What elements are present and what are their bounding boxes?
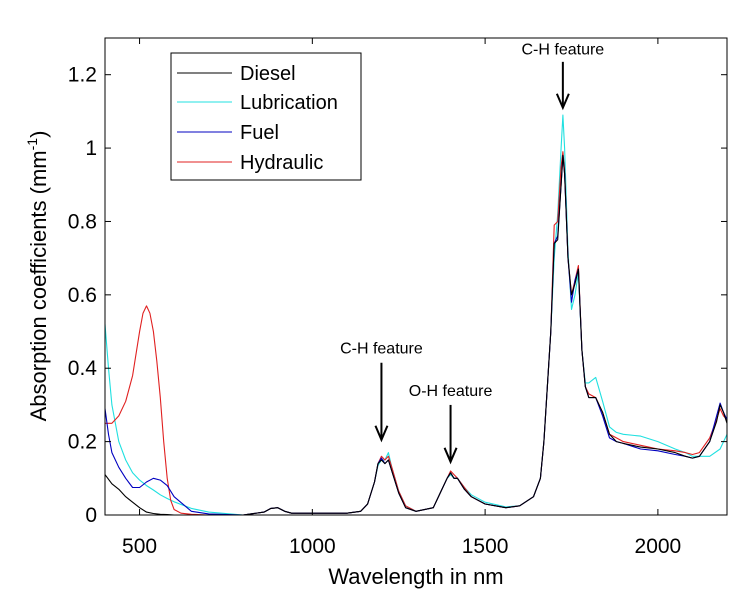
y-axis-title-exponent: -1 — [24, 138, 40, 151]
x-tick-label: 1000 — [289, 535, 336, 558]
annotation-layer: C-H feature O-H feature C-H feature — [340, 42, 605, 465]
annotation-arrow-head — [374, 425, 389, 443]
legend-label-lubrication: Lubrication — [240, 92, 338, 114]
legend-label-diesel: Diesel — [240, 63, 296, 85]
x-tick-label: 1500 — [462, 535, 509, 558]
y-tick-label: 1 — [85, 137, 97, 160]
legend-label-hydraulic: Hydraulic — [240, 152, 323, 174]
legend-box — [170, 52, 362, 181]
x-axis-title: Wavelength in nm — [328, 564, 503, 589]
y-tick-label: 0.2 — [68, 431, 97, 454]
annotation-label: O-H feature — [409, 383, 493, 400]
annotation-arrow-head — [443, 447, 458, 465]
series-layer — [105, 114, 727, 515]
y-tick-label: 0.8 — [68, 210, 97, 233]
y-tick-label: 0.4 — [68, 357, 98, 380]
x-tick-label: 500 — [122, 535, 157, 558]
y-tick-label: 1.2 — [68, 64, 97, 87]
y-tick-label: 0.6 — [68, 284, 97, 307]
legend: Diesel Lubrication Fuel Hydraulic — [170, 52, 362, 181]
plot-frame — [104, 37, 728, 516]
y-tick-label: 0 — [85, 504, 97, 527]
annotation-label: C-H feature — [522, 42, 605, 59]
y-axis-title: Absorption coefficients (mm-1) — [24, 131, 51, 422]
x-tick-label: 2000 — [635, 535, 682, 558]
annotation-label: C-H feature — [340, 341, 423, 358]
series-line-diesel — [105, 154, 727, 515]
tick-layer: 500 1000 1500 2000 0 0.2 0.4 0.6 0.8 1 1.2 — [68, 38, 727, 558]
y-axis-title-main: Absorption coefficients (mm — [26, 150, 51, 421]
legend-label-fuel: Fuel — [240, 122, 279, 144]
annotation-arrow-head — [555, 93, 570, 111]
y-axis-title-suffix: ) — [26, 131, 51, 138]
